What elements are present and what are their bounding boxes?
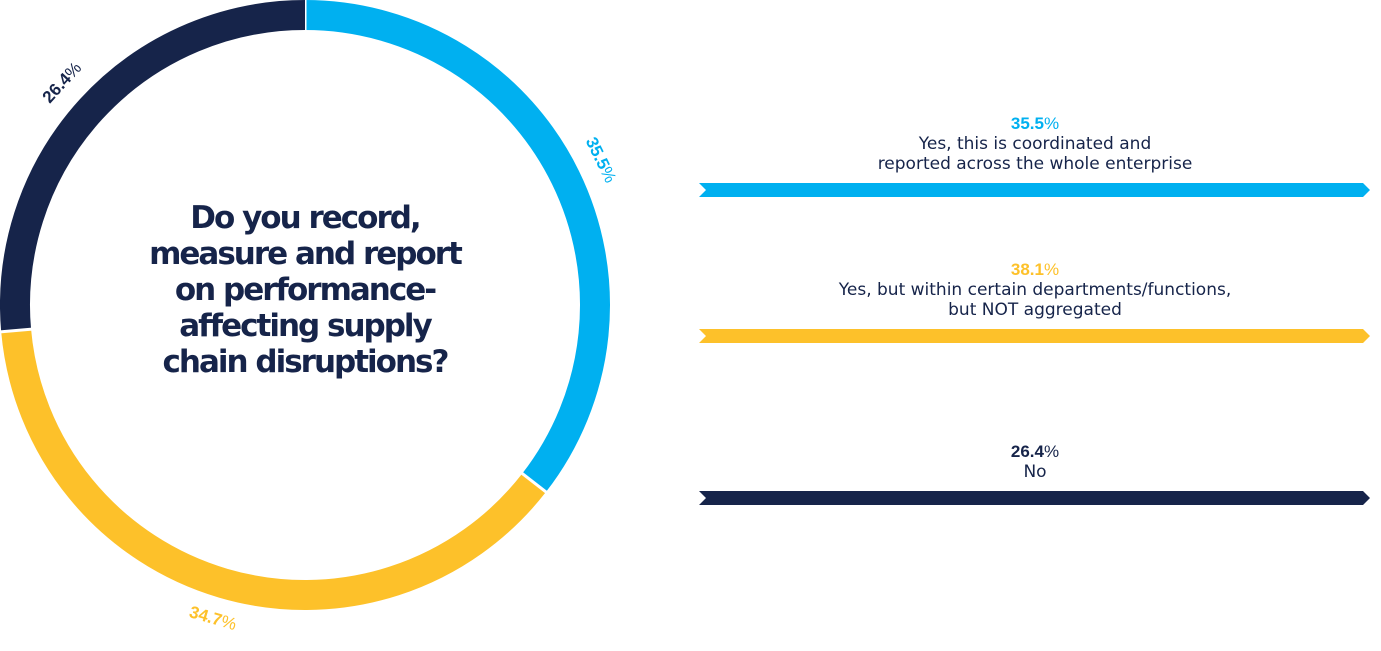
legend-percent-value: 38.1 — [1010, 260, 1044, 279]
legend-bar-no — [699, 491, 1370, 505]
question-line: affecting supply — [179, 308, 433, 344]
donut-slice — [304, 0, 610, 492]
percent-sign: % — [1043, 260, 1060, 279]
legend-item-no: 26.4% No — [695, 442, 1375, 506]
slice-label: 35.5% — [581, 134, 619, 186]
legend-percent: 26.4% — [695, 442, 1375, 462]
slice-label: 34.7% — [187, 603, 239, 635]
legend-label-line: reported across the whole enterprise — [877, 154, 1193, 174]
legend-percent-value: 35.5 — [1010, 114, 1044, 133]
slice-separator — [0, 327, 33, 334]
legend-label-line: No — [1023, 462, 1047, 482]
chart-question: Do you record, measure and report on per… — [120, 200, 490, 380]
donut-chart: 35.5% 34.7% 26.4% — [0, 0, 620, 635]
legend-percent-value: 26.4 — [1010, 442, 1044, 461]
legend-percent: 35.5% — [695, 114, 1375, 134]
percent-sign: % — [1043, 114, 1060, 133]
percent-sign: % — [1043, 442, 1060, 461]
question-line: measure and report — [149, 236, 463, 272]
question-line: on performance- — [174, 272, 437, 308]
donut-slice — [0, 0, 306, 332]
legend-bar-departments — [699, 329, 1370, 343]
question-line: Do you record, — [190, 200, 421, 236]
legend-item-enterprise: 35.5% Yes, this is coordinated and repor… — [695, 114, 1375, 198]
legend-percent: 38.1% — [695, 260, 1375, 280]
donut-slice — [1, 329, 546, 610]
slice-separator — [520, 471, 548, 494]
question-line: chain disruptions? — [162, 344, 450, 380]
slice-label: 26.4% — [39, 59, 86, 107]
legend-label-line: but NOT aggregated — [948, 300, 1122, 320]
legend-item-departments: 38.1% Yes, but within certain department… — [695, 260, 1375, 344]
legend-label-line: Yes, this is coordinated and — [918, 134, 1152, 154]
legend-bar-enterprise — [699, 183, 1370, 197]
legend-label-line: Yes, but within certain departments/func… — [838, 280, 1232, 300]
